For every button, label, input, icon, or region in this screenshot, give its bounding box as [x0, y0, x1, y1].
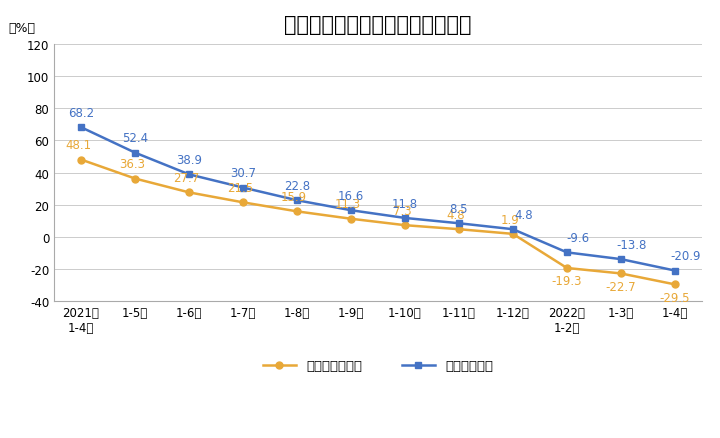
Text: -20.9: -20.9 — [671, 250, 701, 263]
商品房销售面积 — [616, 271, 625, 276]
商品房销售面积 — [508, 232, 517, 237]
商品房销售额 — [670, 268, 679, 274]
Title: 全国商品房销售面积及销售额增速: 全国商品房销售面积及销售额增速 — [284, 15, 472, 35]
商品房销售额 — [239, 185, 248, 191]
商品房销售额 — [508, 227, 517, 232]
Line: 商品房销售额: 商品房销售额 — [78, 124, 678, 274]
Text: 38.9: 38.9 — [176, 154, 202, 166]
Text: -22.7: -22.7 — [606, 280, 636, 293]
Legend: 商品房销售面积, 商品房销售额: 商品房销售面积, 商品房销售额 — [257, 354, 498, 378]
Text: 11.3: 11.3 — [335, 198, 361, 211]
商品房销售额 — [562, 250, 571, 255]
商品房销售面积 — [400, 223, 409, 228]
Text: 22.8: 22.8 — [284, 180, 310, 192]
Line: 商品房销售面积: 商品房销售面积 — [78, 157, 678, 288]
Text: 1.9: 1.9 — [501, 213, 520, 226]
商品房销售面积 — [239, 200, 248, 205]
商品房销售额 — [292, 198, 301, 203]
商品房销售面积 — [292, 209, 301, 215]
Text: （%）: （%） — [9, 21, 36, 35]
Text: 8.5: 8.5 — [450, 202, 468, 215]
商品房销售面积 — [185, 190, 194, 195]
Text: 48.1: 48.1 — [66, 139, 91, 152]
商品房销售面积 — [131, 177, 140, 182]
商品房销售面积 — [77, 158, 86, 163]
商品房销售面积 — [670, 282, 679, 287]
商品房销售额 — [400, 216, 409, 221]
Text: 4.8: 4.8 — [515, 208, 534, 221]
Text: -9.6: -9.6 — [567, 232, 590, 244]
商品房销售额 — [77, 125, 86, 131]
Text: -29.5: -29.5 — [660, 291, 690, 304]
Text: 11.8: 11.8 — [392, 197, 418, 210]
Text: -19.3: -19.3 — [552, 275, 582, 288]
商品房销售额 — [346, 208, 355, 213]
Text: 7.3: 7.3 — [393, 205, 412, 217]
Text: 68.2: 68.2 — [68, 106, 94, 120]
Text: 4.8: 4.8 — [447, 208, 466, 221]
Text: 30.7: 30.7 — [230, 167, 256, 180]
商品房销售面积 — [346, 217, 355, 222]
商品房销售面积 — [562, 266, 571, 271]
商品房销售额 — [185, 172, 194, 177]
商品房销售额 — [616, 257, 625, 262]
商品房销售面积 — [454, 227, 463, 232]
Text: -13.8: -13.8 — [617, 238, 647, 251]
Text: 36.3: 36.3 — [120, 158, 145, 171]
Text: 21.5: 21.5 — [228, 182, 253, 194]
商品房销售额 — [131, 151, 140, 156]
Text: 15.9: 15.9 — [281, 191, 307, 204]
Text: 52.4: 52.4 — [122, 132, 148, 145]
商品房销售额 — [454, 221, 463, 226]
Text: 27.7: 27.7 — [173, 172, 199, 184]
Text: 16.6: 16.6 — [338, 190, 364, 202]
